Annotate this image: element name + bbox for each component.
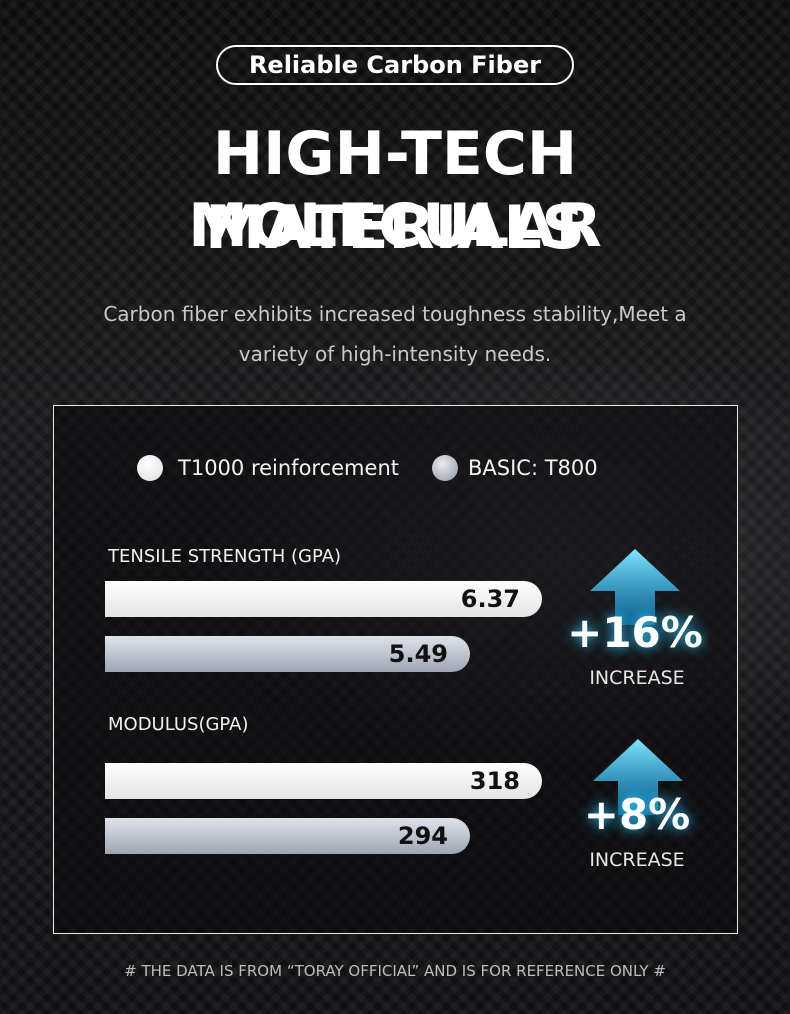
title-line: MATERIALS	[205, 193, 585, 263]
arrow	[590, 549, 680, 625]
footnote: # THE DATA IS FROM “TORAY OFFICIAL” AND …	[124, 962, 666, 980]
legend-label: BASIC: T800	[468, 456, 598, 480]
bar: 294	[105, 818, 470, 854]
legend-label: T1000 reinforcement	[178, 456, 399, 480]
change-label: INCREASE	[589, 667, 685, 689]
bar: 5.49	[105, 636, 470, 672]
legend-dot	[432, 455, 458, 481]
legend-dot	[137, 455, 163, 481]
metric-label: MODULUS(GPA)	[108, 714, 249, 735]
change-label: INCREASE	[589, 849, 685, 871]
subtitle-line: Carbon fiber exhibits increased toughnes…	[103, 302, 687, 326]
subtitle-line: variety of high-intensity needs.	[238, 342, 552, 366]
arrow	[593, 739, 683, 815]
badge: Reliable Carbon Fiber	[216, 45, 574, 85]
bar: 6.37	[105, 581, 542, 617]
metric-label: TENSILE STRENGTH (GPA)	[108, 546, 342, 567]
title-line: HIGH-TECH MOLECULAR	[188, 119, 602, 261]
change: +8%	[583, 790, 691, 839]
change: +16%	[567, 608, 703, 657]
bar: 318	[105, 763, 542, 799]
